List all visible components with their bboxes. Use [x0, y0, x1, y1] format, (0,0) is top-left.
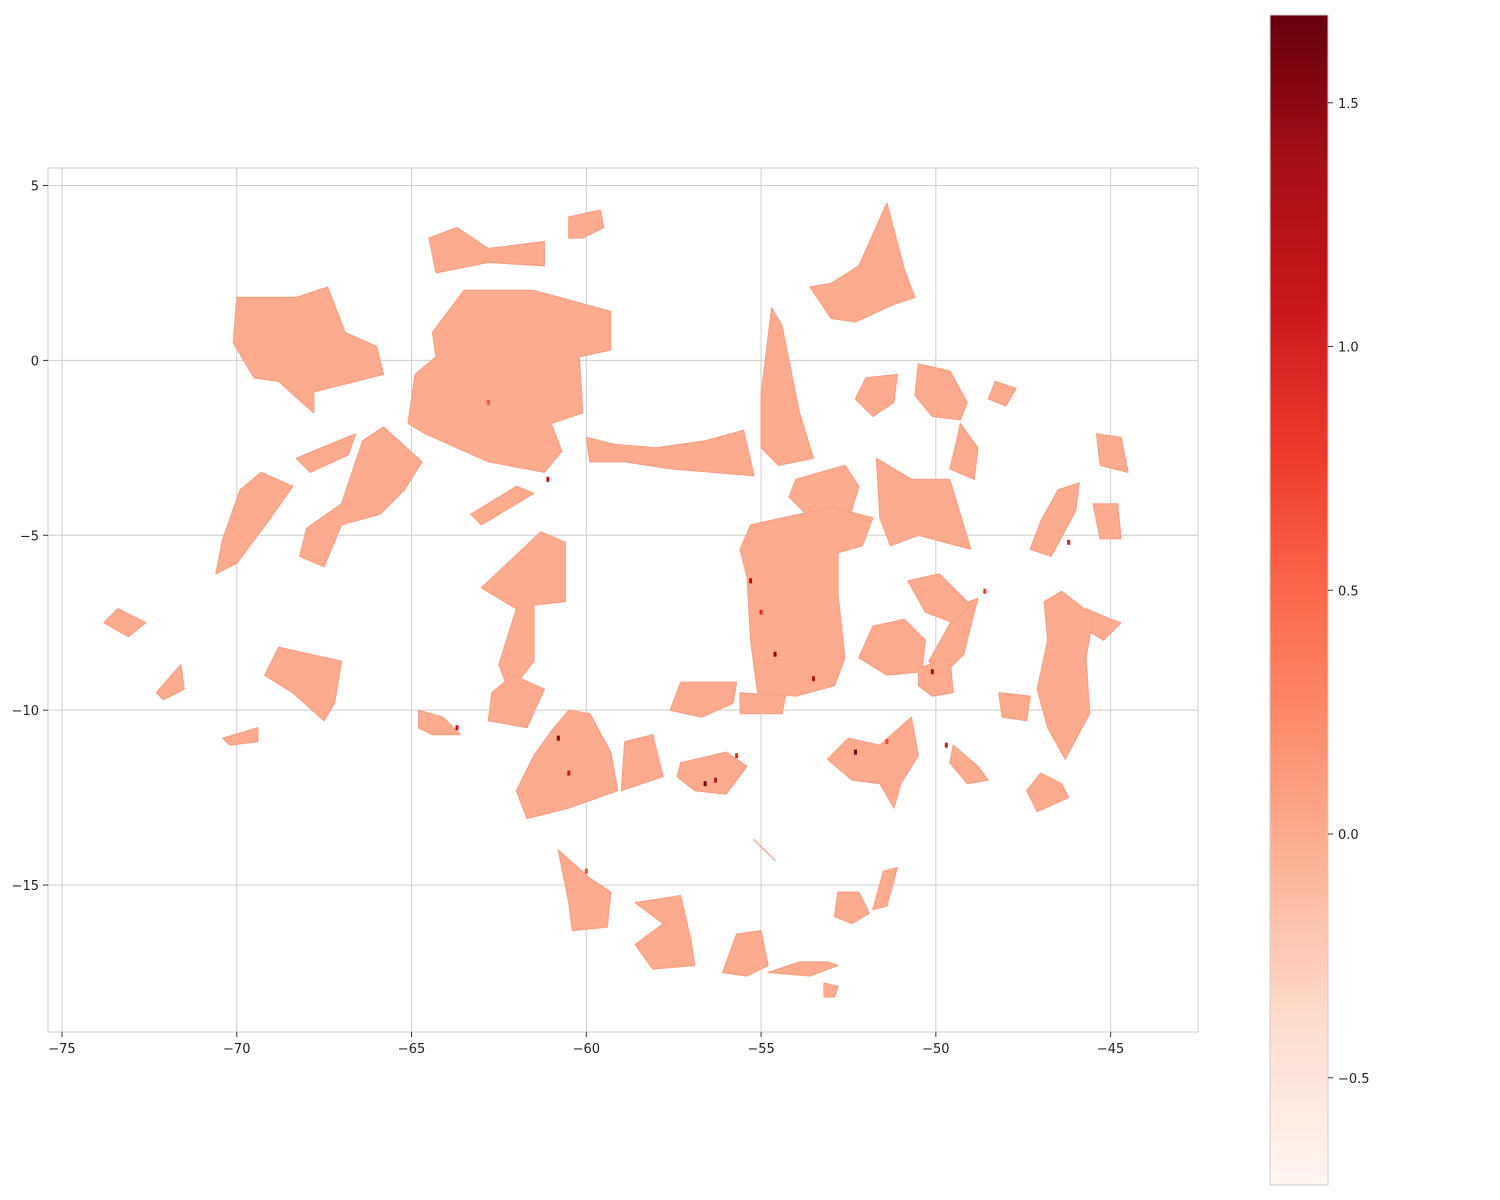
region-sliver-south [753, 839, 776, 862]
region-east-south-b [872, 867, 898, 911]
high-value-cell [486, 399, 490, 405]
x-tick-label: −60 [573, 1042, 600, 1057]
region-mato-grosso-d [676, 751, 748, 795]
high-value-cell [759, 609, 763, 615]
high-value-cell [812, 676, 816, 682]
y-tick-label: −15 [12, 879, 39, 894]
high-value-cell [944, 742, 948, 748]
colorbar-tick-label: 0.0 [1338, 828, 1359, 843]
x-tick-label: −45 [1097, 1042, 1124, 1057]
high-value-cell [546, 476, 550, 482]
colorbar-tick-label: 1.5 [1338, 97, 1359, 112]
high-value-cell [556, 735, 560, 741]
region-central-finger [480, 531, 566, 694]
region-northwest [232, 286, 385, 414]
high-value-cell [1067, 539, 1071, 545]
region-northeast-peak [809, 202, 916, 323]
region-central-south-b [634, 895, 696, 970]
y-tick-label: 5 [31, 179, 39, 194]
x-tick-label: −50 [922, 1042, 949, 1057]
colorbar-bar [1269, 14, 1329, 1186]
map-axes: −75 −70 −65 −60 −55 −50 −45 5 0 −5 −10 −15 [12, 167, 1199, 1057]
region-southwest-sliver [222, 727, 259, 746]
high-value-cell [749, 578, 753, 584]
x-tick-label: −75 [48, 1042, 75, 1057]
region-west-upper-arm [295, 433, 357, 473]
region-north-strip [428, 226, 545, 274]
region-northeast-small-c [949, 422, 979, 480]
region-south-east-a [826, 716, 919, 809]
region-north-islet [568, 209, 605, 239]
region-central-band [585, 429, 755, 477]
region-far-west [103, 608, 147, 638]
x-axis-ticks: −75 −70 −65 −60 −55 −50 −45 [48, 1032, 1124, 1057]
region-east-middle-c [917, 657, 954, 697]
region-para-northeast [914, 363, 968, 421]
y-tick-label: 0 [31, 354, 39, 369]
region-mato-grosso-c [739, 692, 787, 715]
region-central-south-c [722, 930, 769, 977]
high-value-cell [773, 651, 777, 657]
region-northeast-small-a [854, 373, 898, 417]
high-value-cell [735, 753, 739, 759]
high-value-cell [930, 669, 934, 675]
colorbar-tick-label: −0.5 [1338, 1072, 1370, 1087]
high-value-cell [714, 777, 718, 783]
region-west-slant [215, 471, 294, 575]
region-west-diagonal [299, 426, 423, 568]
region-mato-grosso-a [515, 709, 619, 820]
region-east-lower-a [1026, 772, 1070, 813]
region-east-south-a [833, 891, 870, 925]
region-tocantins-east [928, 597, 979, 676]
region-north-central [407, 289, 612, 473]
region-acre-loop [264, 646, 343, 722]
region-east-middle-a [907, 573, 972, 624]
map-plot-area [48, 168, 1198, 1032]
colorbar-tick-label: 0.5 [1338, 584, 1359, 599]
region-central-south-e [823, 982, 839, 998]
region-amapa-strip [760, 307, 815, 466]
high-value-cell [885, 739, 889, 745]
colorbar-tick-label: 1.0 [1338, 341, 1359, 356]
colorbar-ticks: 1.5 1.0 0.5 0.0 −0.5 [1328, 97, 1370, 1087]
highlight-points-layer [455, 399, 1071, 874]
region-para-east-a [875, 457, 972, 550]
map-frame [47, 167, 1199, 1033]
high-value-cell [567, 770, 571, 776]
region-rondonia-east [487, 674, 545, 729]
region-mato-grosso-b [669, 681, 738, 718]
x-tick-label: −55 [747, 1042, 774, 1057]
regions-layer [103, 202, 1129, 998]
region-central-south-a [557, 849, 612, 932]
high-value-cell [983, 588, 987, 594]
region-west-south [155, 664, 185, 701]
region-mato-grosso-e [620, 734, 664, 792]
region-rondonia [417, 709, 462, 736]
high-value-cell [703, 781, 707, 787]
region-northeast-small-e [1092, 503, 1122, 540]
region-central-south-d [767, 961, 839, 977]
y-axis-ticks: 5 0 −5 −10 −15 [12, 179, 48, 894]
y-tick-label: −5 [20, 529, 39, 544]
region-east-lower-b [998, 692, 1031, 722]
y-tick-label: −10 [12, 704, 39, 719]
region-para-east-b [1029, 482, 1080, 557]
high-value-cell [455, 725, 459, 731]
colorbar: 1.5 1.0 0.5 0.0 −0.5 [1269, 14, 1370, 1186]
high-value-cell [853, 749, 857, 755]
x-tick-label: −70 [223, 1042, 250, 1057]
region-northeast-small-b [987, 380, 1017, 407]
region-para-central [739, 506, 874, 697]
region-tocantins-long [1036, 590, 1094, 760]
high-value-cell [584, 868, 588, 874]
x-tick-label: −65 [398, 1042, 425, 1057]
region-south-east-b [949, 744, 989, 785]
region-northeast-small-d [1096, 433, 1129, 473]
region-central-lower-arm [470, 485, 535, 526]
